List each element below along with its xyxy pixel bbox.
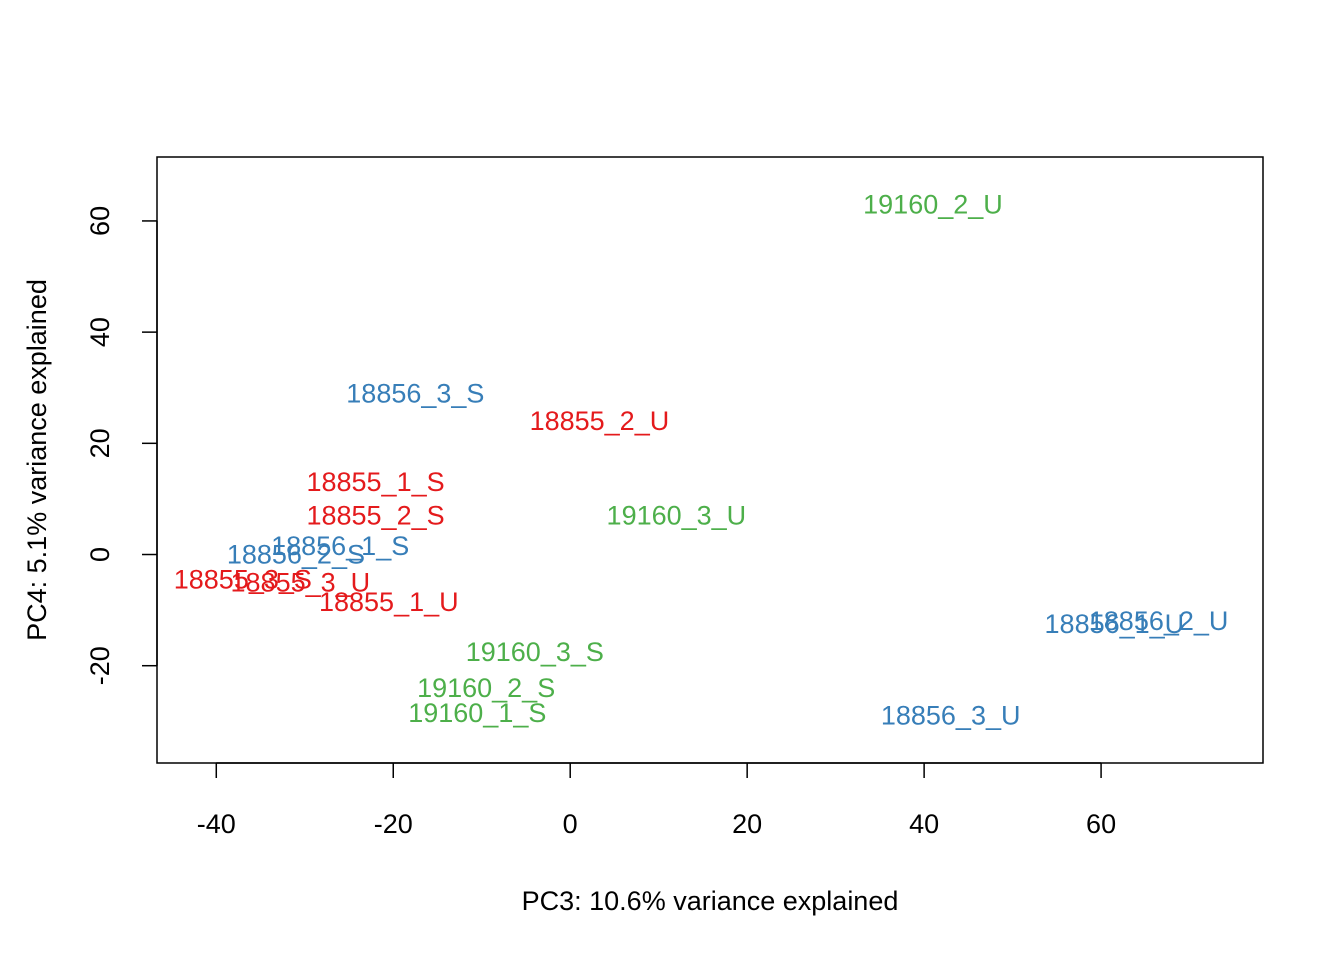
point-label-19160-3-s: 19160_3_S	[466, 637, 604, 667]
point-label-18856-2-u: 18856_2_U	[1089, 606, 1229, 636]
x-tick-label: 40	[909, 809, 939, 839]
x-tick-label: 20	[732, 809, 762, 839]
x-tick-label: 60	[1086, 809, 1116, 839]
point-label-18856-3-s: 18856_3_S	[346, 378, 484, 408]
point-label-18855-1-s: 18855_1_S	[306, 467, 444, 497]
y-axis: -20 0 20 40 60	[85, 206, 158, 685]
point-label-18855-1-u: 18855_1_U	[319, 587, 459, 617]
point-label-18855-3-s: 18855_3_S	[174, 565, 312, 595]
point-label-19160-2-u: 19160_2_U	[863, 189, 1003, 219]
plot-frame	[156, 156, 1264, 764]
y-tick-label: 0	[85, 547, 115, 562]
x-tick-label: 0	[563, 809, 578, 839]
point-label-18855-2-s: 18855_2_S	[306, 501, 444, 531]
y-axis-label: PC4: 5.1% variance explained	[22, 279, 52, 641]
x-axis: -40 -20 0 20 40 60	[197, 762, 1116, 839]
y-tick-label: 40	[85, 317, 115, 347]
point-label-18856-2-s: 18856_2_S	[227, 540, 365, 570]
x-axis-label: PC3: 10.6% variance explained	[522, 886, 899, 916]
point-label-19160-2-s: 19160_2_S	[417, 673, 555, 703]
point-label-19160-1-s: 19160_1_S	[408, 698, 546, 728]
y-tick-label: -20	[85, 646, 115, 685]
point-label-18856-1-s: 18856_1_S	[271, 531, 409, 561]
y-tick-label: 60	[85, 206, 115, 236]
y-tick-label: 20	[85, 428, 115, 458]
point-label-18855-3-u: 18855_3_U	[231, 567, 371, 597]
x-tick-label: -20	[374, 809, 413, 839]
point-label-19160-3-u: 19160_3_U	[607, 501, 747, 531]
point-label-18855-2-u: 18855_2_U	[530, 406, 670, 436]
x-tick-label: -40	[197, 809, 236, 839]
point-labels-layer: 19160_2_U 18856_3_S 18855_2_U 18855_1_S 1885…	[174, 189, 1229, 730]
point-label-18856-3-u: 18856_3_U	[881, 701, 1021, 731]
point-label-18856-1-u: 18856_1_U	[1045, 609, 1185, 639]
